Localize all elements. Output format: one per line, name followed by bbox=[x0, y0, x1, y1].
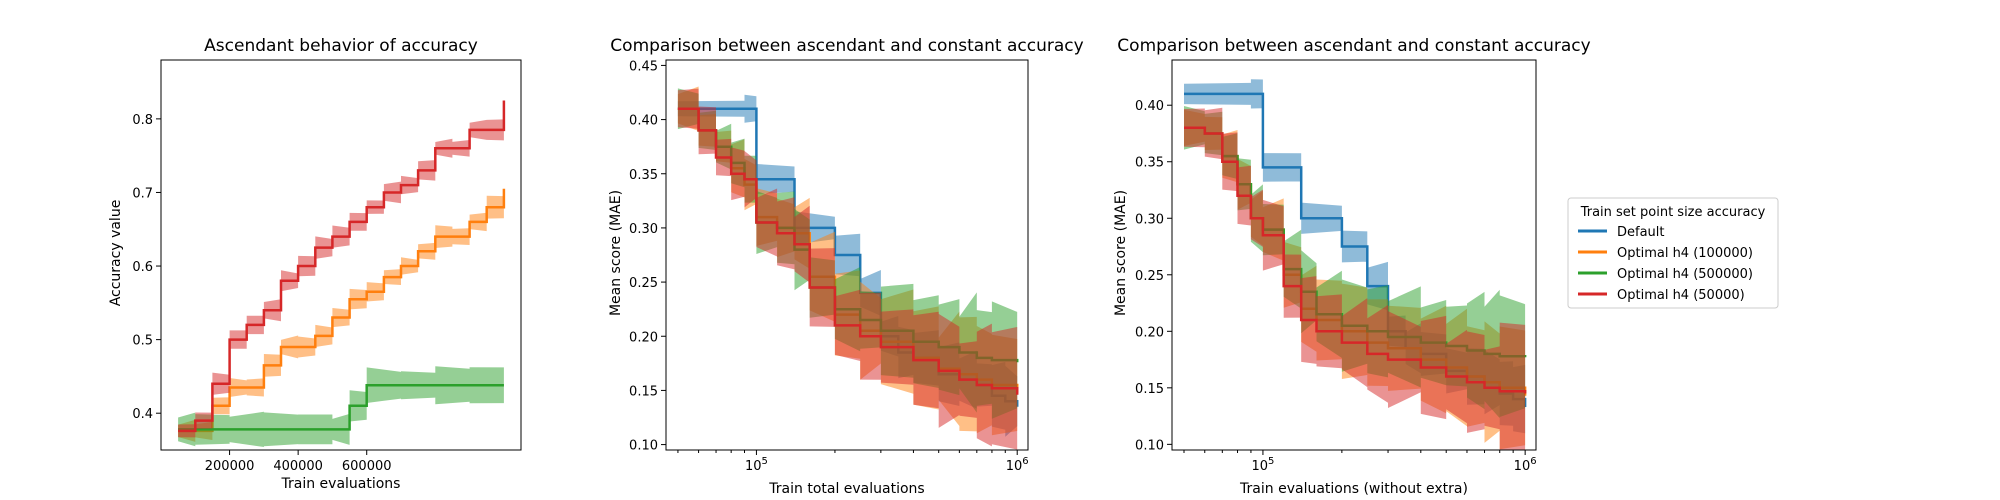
panel-accuracy-ylabel: Accuracy value bbox=[108, 200, 124, 307]
axes-frame bbox=[160, 59, 522, 451]
y-tick-label: 0.15 bbox=[629, 384, 658, 399]
panel-accuracy-xlabel: Train evaluations bbox=[281, 476, 401, 492]
axes-frame bbox=[665, 59, 1029, 451]
y-tick-label: 0.45 bbox=[629, 59, 658, 74]
x-tick-label: 200000 bbox=[205, 459, 255, 474]
legend-box bbox=[1567, 197, 1779, 309]
band-optimal-h4-50000 bbox=[178, 91, 504, 438]
legend-label-default: Default bbox=[1617, 225, 1665, 240]
legend-label-h4-100000: Optimal h4 (100000) bbox=[1617, 246, 1753, 261]
legend: Train set point size accuracy Default Op… bbox=[1567, 197, 1779, 309]
panel-without-extra-ylabel: Mean score (MAE) bbox=[1113, 190, 1129, 316]
axes-frame bbox=[1171, 59, 1537, 451]
y-tick-label: 0.20 bbox=[629, 330, 658, 345]
plot-area bbox=[1184, 79, 1527, 450]
series-line-optimal-h4-50000 bbox=[1184, 126, 1527, 394]
y-tick-label: 0.15 bbox=[1135, 382, 1164, 397]
panel-without-extra-xlabel: Train evaluations (without extra) bbox=[1239, 481, 1468, 497]
band-optimal-h4-100000 bbox=[178, 180, 504, 442]
y-tick-label: 0.35 bbox=[1135, 156, 1164, 171]
panel-accuracy-title: Ascendant behavior of accuracy bbox=[204, 36, 478, 56]
series-line-optimal-h4-50000 bbox=[178, 100, 506, 433]
y-tick-label: 0.10 bbox=[1135, 438, 1164, 453]
y-tick-label: 0.10 bbox=[629, 439, 658, 454]
panel-total-evaluations-title: Comparison between ascendant and constan… bbox=[610, 36, 1083, 56]
x-tick-label: 600000 bbox=[342, 459, 392, 474]
panel-total-evaluations-xlabel: Train total evaluations bbox=[768, 481, 924, 497]
panel-without-extra: Comparison between ascendant and constan… bbox=[1113, 36, 1591, 497]
y-tick-label: 0.30 bbox=[629, 222, 658, 237]
series-line-optimal-h4-100000 bbox=[178, 188, 506, 433]
plot-area bbox=[677, 86, 1019, 450]
x-tick-label: 400000 bbox=[273, 459, 323, 474]
y-tick-label: 0.4 bbox=[132, 407, 153, 422]
panel-accuracy: Ascendant behavior of accuracy Train eva… bbox=[108, 36, 522, 492]
y-tick-label: 0.35 bbox=[629, 168, 658, 183]
y-tick-label: 0.20 bbox=[1135, 325, 1164, 340]
panel-without-extra-title: Comparison between ascendant and constan… bbox=[1117, 36, 1590, 56]
y-tick-label: 0.5 bbox=[132, 334, 153, 349]
plot-area bbox=[178, 91, 506, 447]
series-line-optimal-h4-50000 bbox=[677, 107, 1019, 395]
y-tick-label: 0.40 bbox=[1135, 99, 1164, 114]
y-tick-label: 0.8 bbox=[132, 113, 153, 128]
series-line-optimal-h4-500000 bbox=[178, 383, 504, 431]
legend-label-h4-50000: Optimal h4 (50000) bbox=[1617, 288, 1745, 303]
band-optimal-h4-50000 bbox=[1184, 107, 1526, 450]
y-tick-label: 0.25 bbox=[629, 276, 658, 291]
legend-title: Train set point size accuracy bbox=[1580, 205, 1766, 220]
y-tick-label: 0.40 bbox=[629, 114, 658, 129]
panel-total-evaluations-ylabel: Mean score (MAE) bbox=[608, 190, 624, 316]
y-tick-label: 0.25 bbox=[1135, 269, 1164, 284]
y-tick-label: 0.7 bbox=[132, 186, 153, 201]
y-tick-label: 0.30 bbox=[1135, 212, 1164, 227]
y-tick-label: 0.6 bbox=[132, 260, 153, 275]
legend-label-h4-500000: Optimal h4 (500000) bbox=[1617, 267, 1753, 282]
